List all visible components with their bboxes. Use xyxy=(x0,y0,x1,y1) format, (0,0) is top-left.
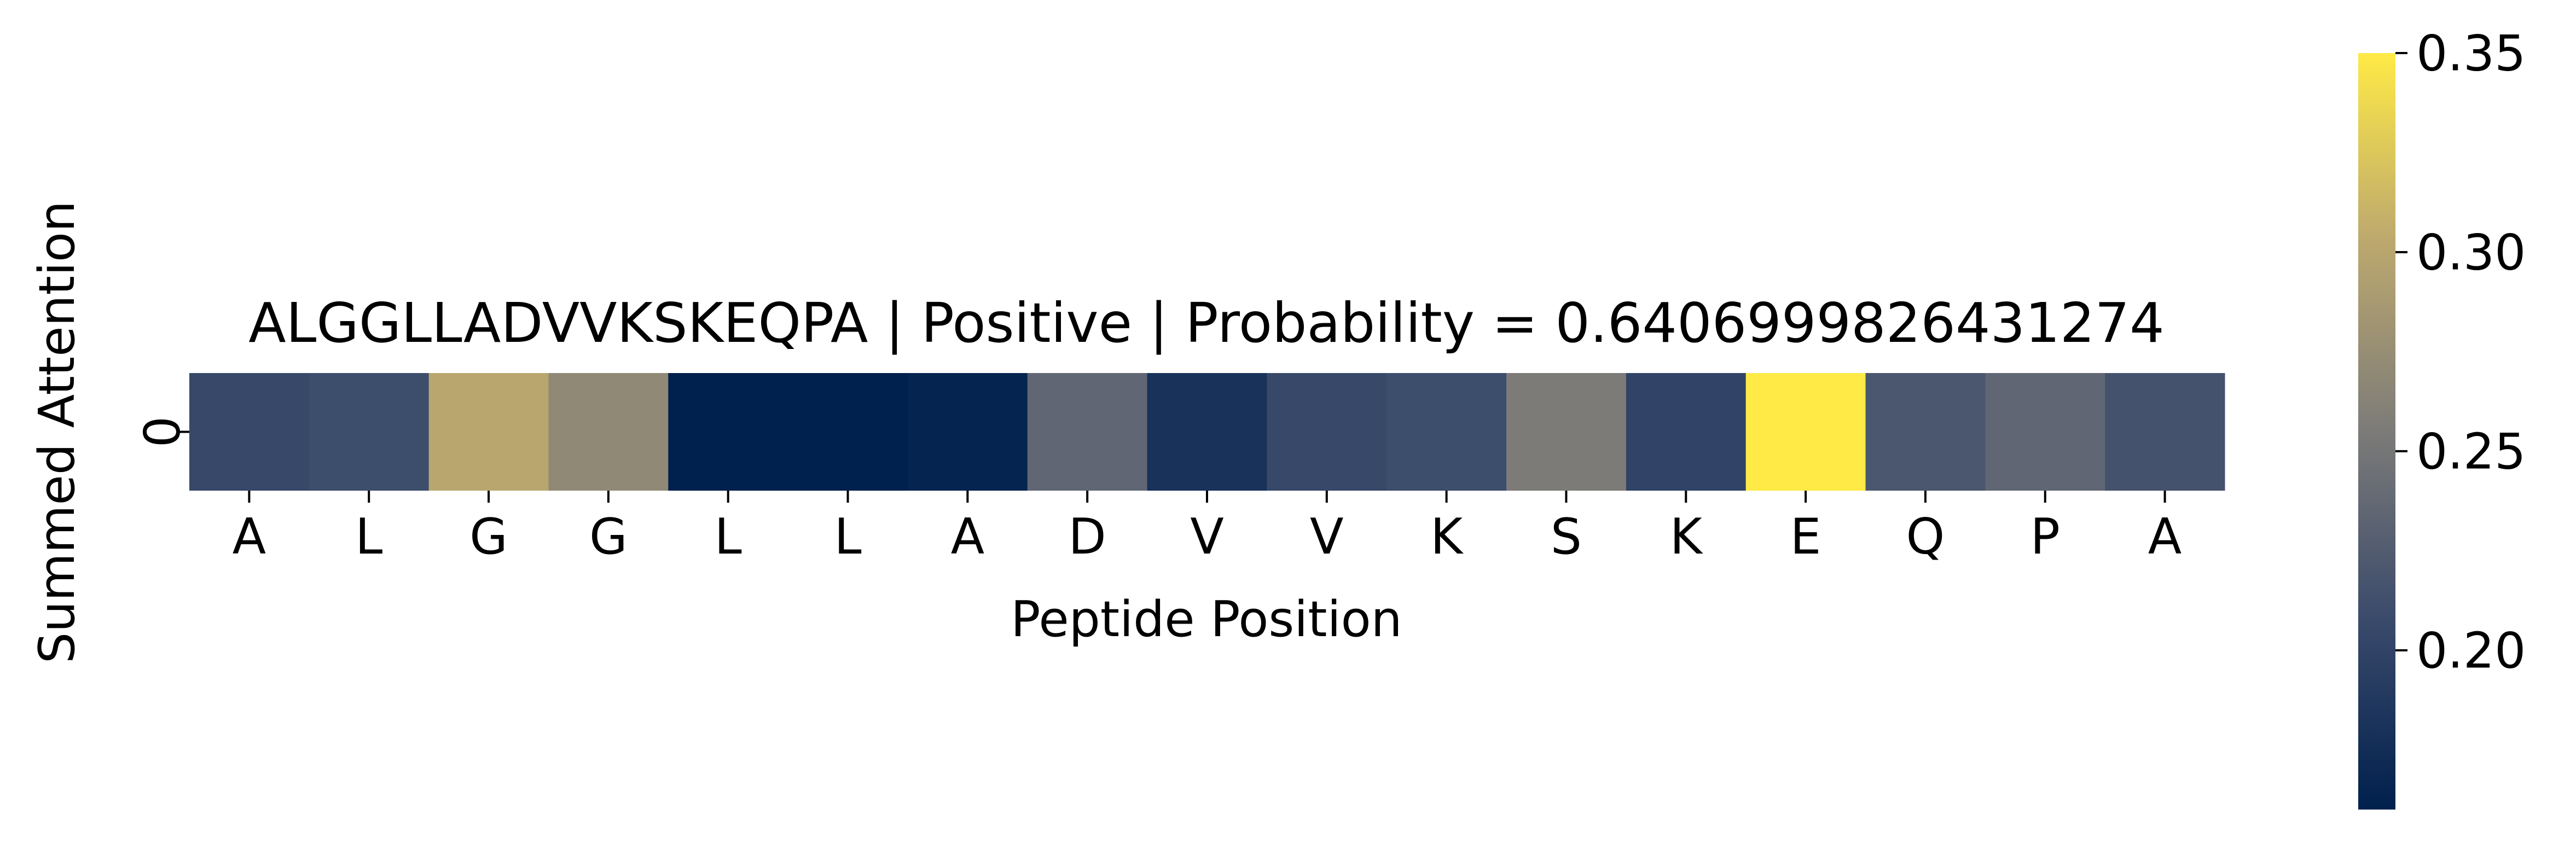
x-tick-label: L xyxy=(834,508,861,566)
x-tick-label: K xyxy=(1670,508,1703,566)
heatmap-cell xyxy=(428,373,549,491)
x-tick-label: L xyxy=(355,508,382,566)
heatmap-cell xyxy=(1386,373,1507,491)
colorbar-tick-label: 0.35 xyxy=(2416,25,2526,83)
x-tick-label: D xyxy=(1069,508,1106,566)
x-tick-label: V xyxy=(1310,508,1344,566)
heatmap-cell xyxy=(1865,373,1986,491)
colorbar-gradient xyxy=(2358,53,2395,810)
heatmap-cell xyxy=(1027,373,1148,491)
x-tick-label: Q xyxy=(1906,508,1945,566)
colorbar-tick-label: 0.20 xyxy=(2416,622,2526,679)
heatmap-cell xyxy=(1506,373,1627,491)
heatmap-cell xyxy=(309,373,430,491)
heatmap-cell xyxy=(1267,373,1387,491)
x-tick-label: P xyxy=(2030,508,2060,566)
y-axis-label: Summed Attention xyxy=(28,201,86,663)
x-tick-label: L xyxy=(715,508,742,566)
colorbar: 0.20 0.25 0.30 0.35 xyxy=(2358,25,2526,810)
colorbar-tick-label: 0.30 xyxy=(2416,224,2526,281)
colorbar-ticks: 0.20 0.25 0.30 0.35 xyxy=(2395,25,2526,679)
x-tick-label: G xyxy=(469,508,508,566)
chart-title: ALGGLLADVVKSKEQPA | Positive | Probabili… xyxy=(248,291,2165,355)
heatmap-cell xyxy=(1626,373,1747,491)
heatmap-cell xyxy=(907,373,1028,491)
x-tick-label: S xyxy=(1551,508,1582,566)
heatmap-cell xyxy=(548,373,669,491)
x-tick-label: K xyxy=(1430,508,1464,566)
heatmap-cell xyxy=(1147,373,1267,491)
heatmap-cell xyxy=(1745,373,1866,491)
x-tick-label: V xyxy=(1190,508,1224,566)
heatmap-cells xyxy=(189,373,2225,491)
x-axis-label: Peptide Position xyxy=(1011,591,1402,648)
x-tick-label: G xyxy=(589,508,628,566)
heatmap-cell xyxy=(2105,373,2225,491)
x-tick-label: A xyxy=(233,508,266,566)
heatmap-cell xyxy=(668,373,788,491)
colorbar-tick-label: 0.25 xyxy=(2416,423,2526,480)
x-tick-label: E xyxy=(1790,508,1821,566)
heatmap-cell xyxy=(788,373,908,491)
x-tick-label: A xyxy=(2148,508,2182,566)
x-tick-label: A xyxy=(951,508,985,566)
y-axis-ticks: 0 xyxy=(134,416,192,447)
y-tick-label: 0 xyxy=(134,416,192,447)
heatmap-cell xyxy=(1985,373,2105,491)
heatmap-cell xyxy=(189,373,310,491)
